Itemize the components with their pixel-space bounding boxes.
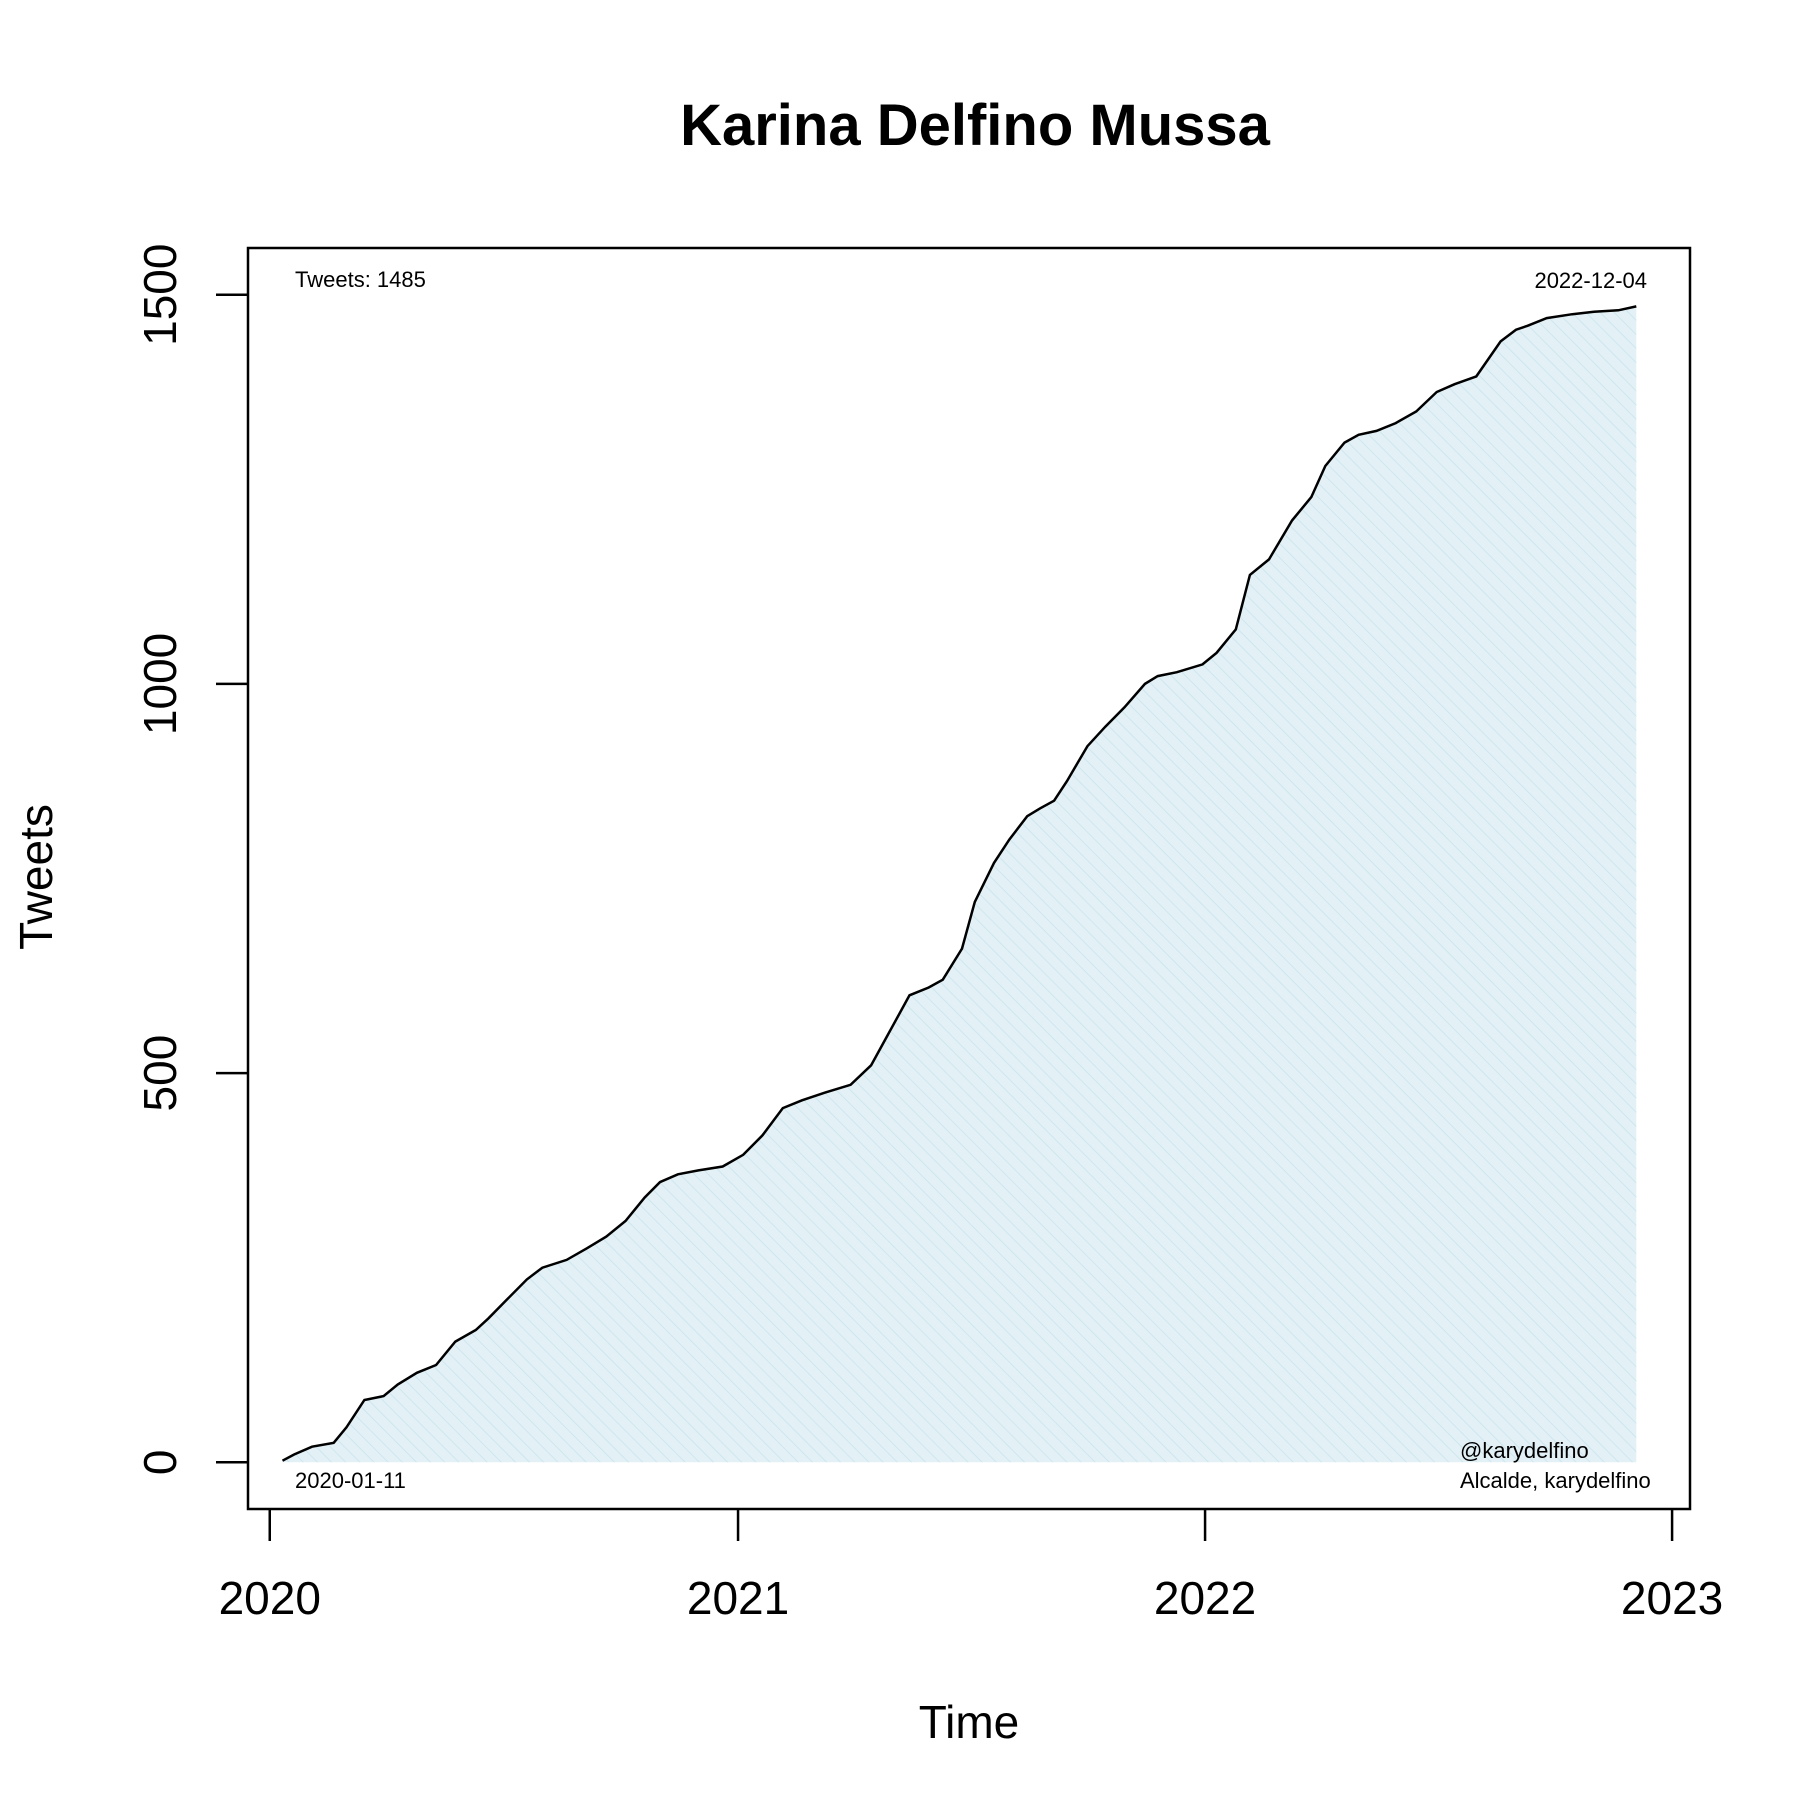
start-date-annotation: 2020-01-11 bbox=[295, 1468, 406, 1493]
subtitle-annotation: Alcalde, karydelfino bbox=[1460, 1468, 1651, 1493]
y-axis: 0 500 1000 1500 bbox=[134, 244, 248, 1475]
end-date-annotation: 2022-12-04 bbox=[1534, 268, 1647, 293]
tweet-count-annotation: Tweets: 1485 bbox=[295, 267, 426, 292]
area-fill bbox=[282, 306, 1637, 1463]
plot-frame bbox=[246, 246, 1692, 1511]
x-tick-label: 2020 bbox=[219, 1572, 321, 1624]
x-axis-label: Time bbox=[919, 1696, 1020, 1748]
y-tick-label: 1000 bbox=[134, 633, 186, 735]
x-tick-label: 2021 bbox=[687, 1572, 789, 1624]
series-line bbox=[281, 305, 1637, 1462]
plot-area bbox=[246, 246, 1692, 1511]
x-tick-label: 2023 bbox=[1621, 1572, 1723, 1624]
x-tick-label: 2022 bbox=[1154, 1572, 1256, 1624]
handle-annotation: @karydelfino bbox=[1460, 1438, 1589, 1463]
y-tick-label: 500 bbox=[134, 1035, 186, 1112]
y-tick-label: 0 bbox=[134, 1449, 186, 1475]
y-axis-label: Tweets bbox=[10, 804, 62, 950]
chart-title: Karina Delfino Mussa bbox=[680, 93, 1271, 158]
x-axis: 2020 2021 2022 2023 bbox=[219, 1509, 1723, 1624]
y-tick-label: 1500 bbox=[134, 244, 186, 346]
